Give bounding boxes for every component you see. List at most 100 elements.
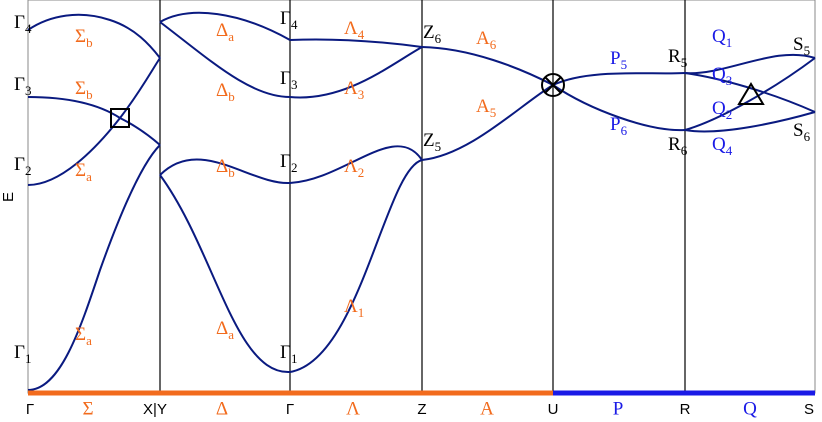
label-base: Σ [75,324,86,345]
label-base: Λ [344,296,358,317]
label-sub: 2 [25,163,32,178]
label-base: Σ [75,160,86,181]
point-label: R5 [668,46,687,70]
path-label: U [548,401,559,418]
label-base: A [476,96,490,117]
branch-label: Q2 [712,98,732,122]
branch-label: Q1 [712,26,732,50]
label-base: Q [712,64,726,85]
label-base: Γ [280,8,291,29]
labels: Γ4Γ3Γ2Γ1Γ4Γ3Γ2Γ1Z6Z5R5R6S5S6ΣbΣbΣaΣaΔaΔb… [14,8,814,419]
point-label: Γ2 [14,154,31,178]
label-base: P [610,114,621,135]
band [159,11,291,41]
label-base: Q [712,98,726,119]
label-base: Q [712,26,726,47]
label-sub: 5 [490,105,497,120]
label-base: Γ [14,154,25,175]
label-base: P [610,48,621,69]
cross [544,76,562,94]
band [27,144,161,391]
label-sub: 3 [358,87,365,102]
band [159,21,291,98]
label-sub: 3 [291,77,298,92]
path-label: Λ [346,398,360,419]
point-label: Γ2 [280,151,297,175]
label-sub: 4 [291,17,298,32]
path-label: Δ [216,398,228,419]
label-sub: 2 [291,160,298,175]
branch-label: Λ4 [344,18,365,42]
crossing-markers [110,73,765,128]
label-base: R [668,46,681,67]
branch-label: A5 [476,96,496,120]
label-base: Σ [75,78,86,99]
label-sub: b [86,35,93,50]
band [289,159,423,373]
branch-label: Σb [75,78,93,102]
branch-label: Δa [216,20,234,44]
label-sub: b [228,165,235,180]
band [289,46,423,99]
label-base: R [668,134,681,155]
label-sub: 5 [804,43,811,58]
band [684,111,816,133]
high-symmetry-lines [159,0,686,393]
label-sub: 1 [25,351,32,366]
path-label: P [613,398,624,419]
point-label: Γ4 [280,8,298,32]
triangle-marker [737,82,765,105]
band [159,158,291,185]
axis-label: E [0,192,17,202]
label-base: Λ [344,156,358,177]
band [684,72,816,113]
label-base: Λ [344,78,358,99]
branch-label: Δb [216,80,235,104]
label-base: S [793,120,804,141]
label-sub: 1 [726,35,733,50]
bands [27,11,816,391]
label-sub: 1 [358,305,365,320]
point-label: S6 [793,120,811,144]
label-base: A [476,28,490,49]
point-label: Γ4 [14,12,32,36]
label-base: Δ [216,318,228,339]
label-sub: 6 [681,143,688,158]
branch-label: Λ2 [344,156,364,180]
label-sub: 5 [621,57,628,72]
label-sub: 6 [804,129,811,144]
label-sub: 1 [291,351,298,366]
label-base: Δ [216,80,228,101]
branch-label: Σa [75,160,92,184]
label-base: S [793,34,804,55]
branch-label: Q4 [712,134,733,158]
label-base: Γ [14,342,25,363]
branch-label: Λ1 [344,296,364,320]
label-base: Γ [280,342,291,363]
point-label: Z5 [423,130,441,154]
label-sub: b [228,89,235,104]
branch-label: P6 [610,114,628,138]
label-sub: 4 [25,21,32,36]
square-marker [110,108,130,128]
label-sub: a [86,333,92,348]
path-label: Γ [286,401,294,418]
circle-cross-marker [541,73,565,97]
band [27,13,161,59]
label-base: Γ [14,12,25,33]
label-base: Γ [14,74,25,95]
band [552,84,686,132]
label-base: Z [423,130,435,151]
path-label: A [480,398,494,419]
path-label: Σ [82,398,93,419]
band [421,84,554,161]
label-sub: 5 [435,139,442,154]
branch-label: A6 [476,28,497,52]
label-sub: 2 [726,107,733,122]
label-sub: 5 [681,55,688,70]
label-sub: 6 [621,123,628,138]
band [27,57,161,186]
point-label: Γ1 [280,342,297,366]
label-sub: b [86,87,93,102]
